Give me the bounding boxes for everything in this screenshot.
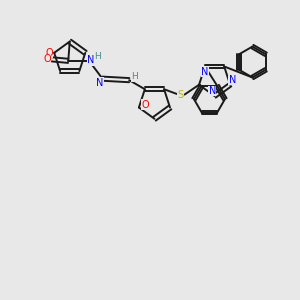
Text: O: O: [141, 100, 149, 110]
Text: N: N: [208, 86, 216, 96]
Text: H: H: [94, 52, 101, 61]
Text: O: O: [43, 54, 51, 64]
Text: O: O: [45, 48, 53, 58]
Text: S: S: [177, 90, 184, 100]
Text: H: H: [131, 72, 138, 81]
Text: N: N: [88, 55, 95, 65]
Text: N: N: [201, 67, 209, 77]
Text: N: N: [229, 75, 236, 85]
Text: N: N: [96, 77, 104, 88]
